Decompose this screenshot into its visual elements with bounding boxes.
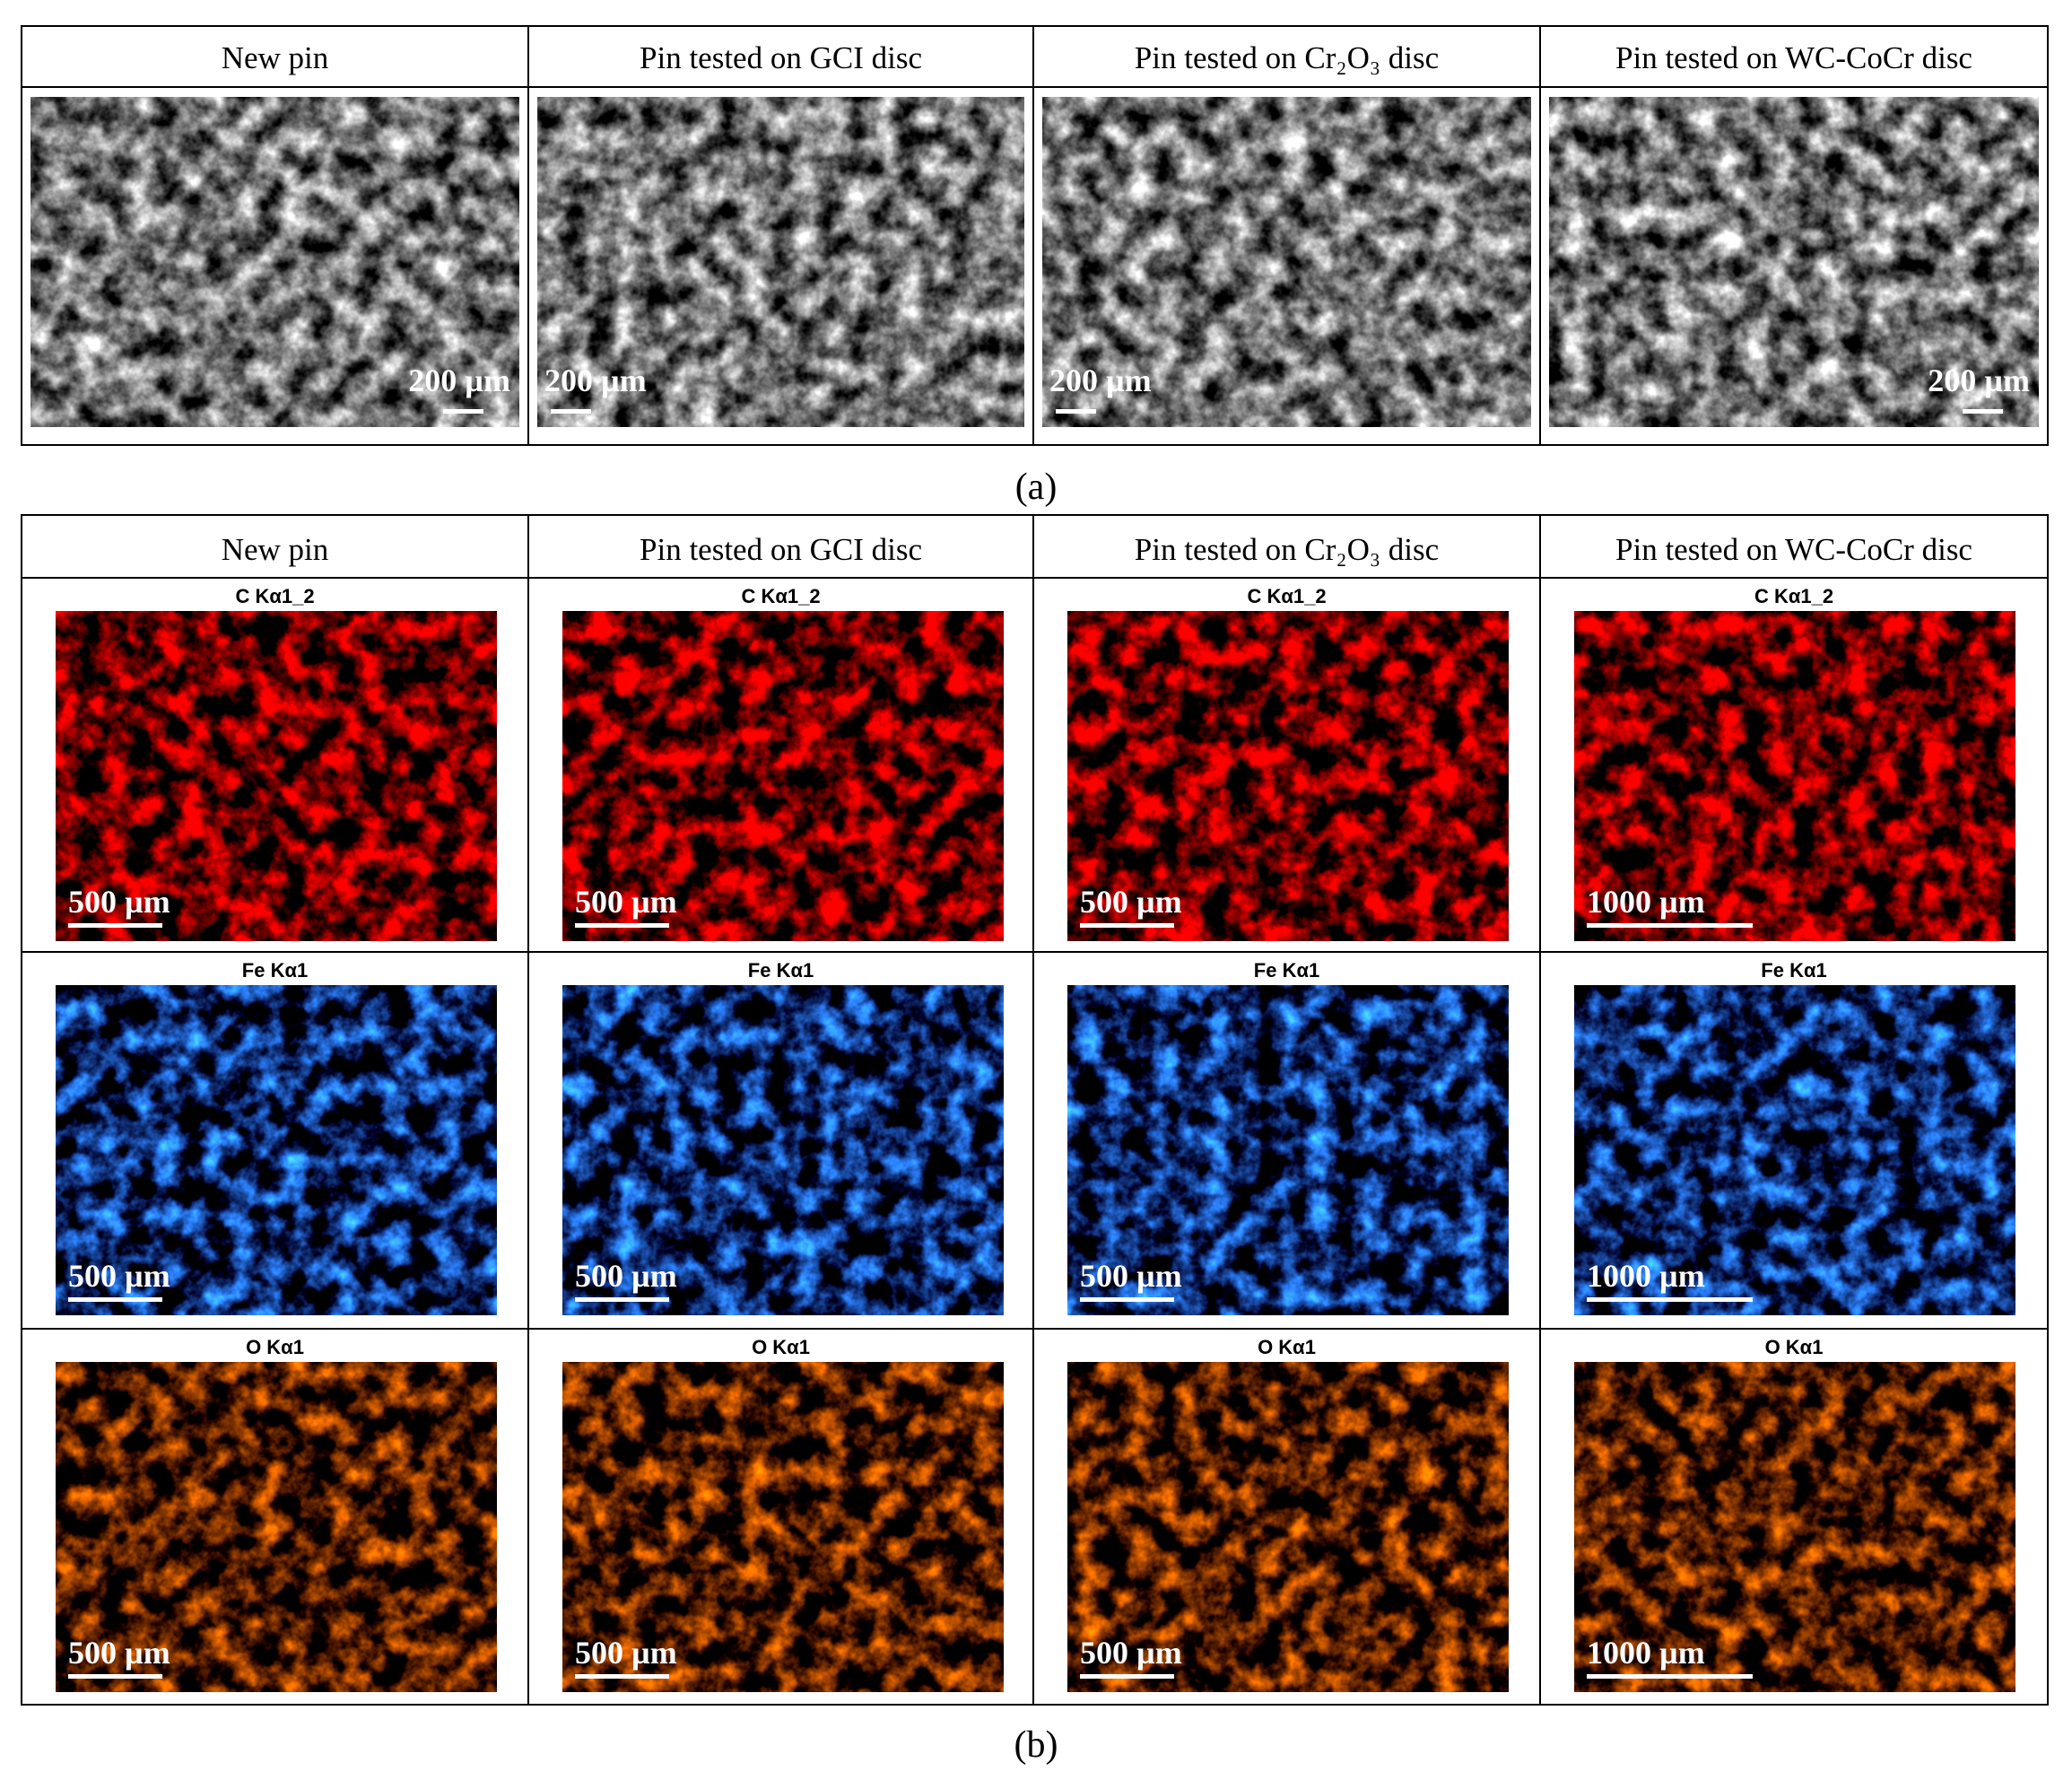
panel-frame [21,514,2049,1706]
column-header: Pin tested on GCI disc [640,40,922,75]
scale-bar [1963,409,2003,414]
micrograph [56,1362,497,1692]
scale-bar [1587,923,1753,928]
scale-bar [68,1297,162,1302]
scale-label: 1000 µm [1587,884,1705,920]
scale-label: 500 µm [575,884,677,920]
scale-bar [68,1674,162,1679]
micrograph [1574,1362,2015,1692]
element-label: Fe Kα1 [242,959,308,982]
panel-label: (b) [1014,1724,1058,1766]
scale-bar [1056,409,1096,414]
scale-label: 1000 µm [1587,1258,1705,1294]
scale-label: 200 µm [408,362,510,398]
element-label: O Kα1 [246,1336,304,1358]
micrograph [1067,611,1509,941]
element-label: C Kα1_2 [235,585,314,607]
column-header: Pin tested on Cr₂O₃ disc [1135,40,1439,75]
scale-label: 500 µm [575,1635,677,1671]
element-label: C Kα1_2 [1754,585,1833,607]
scale-bar [575,1674,669,1679]
scale-label: 500 µm [68,884,170,920]
scale-bar [1080,1674,1174,1679]
panel-label: (a) [1015,467,1058,508]
scale-label: 200 µm [1928,362,2030,398]
scale-label: 500 µm [1080,884,1182,920]
element-label: O Kα1 [752,1336,810,1358]
micrograph [56,985,497,1315]
micrograph [537,97,1024,427]
element-label: O Kα1 [1765,1336,1824,1358]
scale-bar [1080,923,1174,928]
column-header: New pin [222,40,329,75]
scale-bar [1587,1674,1753,1679]
scale-label: 500 µm [575,1258,677,1294]
panel-frame [21,25,2049,446]
scale-bar [1587,1297,1753,1302]
micrograph [1067,985,1509,1315]
column-header: Pin tested on WC-CoCr disc [1615,40,1972,75]
element-label: Fe Kα1 [1761,959,1826,982]
scale-label: 500 µm [68,1258,170,1294]
scale-bar [443,409,483,414]
scale-label: 200 µm [544,362,647,398]
element-label: O Kα1 [1258,1336,1316,1358]
scale-label: 200 µm [1049,362,1152,398]
column-header: Pin tested on Cr₂O₃ disc [1135,532,1439,567]
micrograph [1574,985,2015,1315]
scale-bar [575,923,669,928]
element-label: Fe Kα1 [748,959,814,982]
column-header: Pin tested on GCI disc [640,532,922,567]
micrograph [30,97,519,427]
scale-label: 500 µm [1080,1635,1182,1671]
micrograph [562,611,1004,941]
scale-label: 500 µm [68,1635,170,1671]
element-label: C Kα1_2 [741,585,820,607]
column-header: New pin [222,532,329,567]
scale-bar [551,409,591,414]
scale-label: 1000 µm [1587,1635,1705,1671]
scale-bar [1080,1297,1174,1302]
column-header: Pin tested on WC-CoCr disc [1615,532,1972,567]
micrograph [1574,611,2015,941]
micrograph [56,611,497,941]
micrograph [1067,1362,1509,1692]
micrograph [562,985,1004,1315]
scale-bar [575,1297,669,1302]
micrograph [1042,97,1531,427]
scale-bar [68,923,162,928]
scale-label: 500 µm [1080,1258,1182,1294]
element-label: C Kα1_2 [1247,585,1326,607]
element-label: Fe Kα1 [1254,959,1319,982]
micrograph [1549,97,2039,427]
micrograph [562,1362,1004,1692]
